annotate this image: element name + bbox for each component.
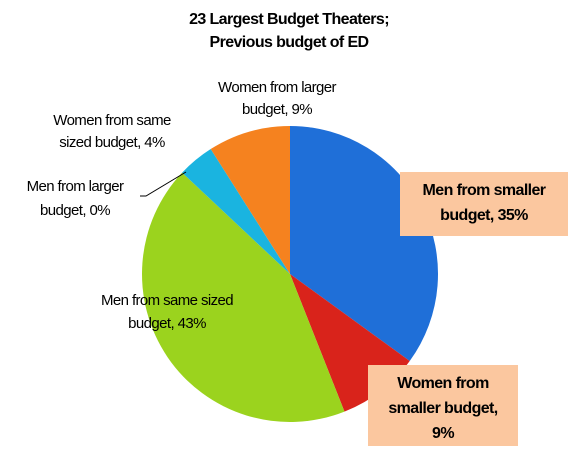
pie-slice <box>182 149 290 274</box>
chart-title: 23 Largest Budget Theaters; <box>189 11 389 28</box>
data-label: Men from larger <box>27 178 124 195</box>
label-box <box>368 365 518 446</box>
pie-slice <box>210 126 290 274</box>
data-label: budget, 0% <box>40 202 110 219</box>
data-label: budget, 9% <box>242 101 312 118</box>
data-label: Men from smaller <box>423 182 546 199</box>
data-label: budget, 35% <box>440 207 528 224</box>
label-box <box>400 172 568 236</box>
leader-line <box>140 171 187 197</box>
data-label: smaller budget, <box>388 400 497 417</box>
chart-title: Previous budget of ED <box>210 34 369 51</box>
data-label: 9% <box>432 425 454 442</box>
data-label: Women from <box>397 375 489 392</box>
data-label: Men from same sized <box>101 292 233 309</box>
data-label: Women from same <box>53 112 171 129</box>
data-label: sized budget, 4% <box>59 134 165 151</box>
pie-slice <box>142 172 345 422</box>
data-label: budget, 43% <box>128 315 206 332</box>
data-label: Women from larger <box>218 79 336 96</box>
